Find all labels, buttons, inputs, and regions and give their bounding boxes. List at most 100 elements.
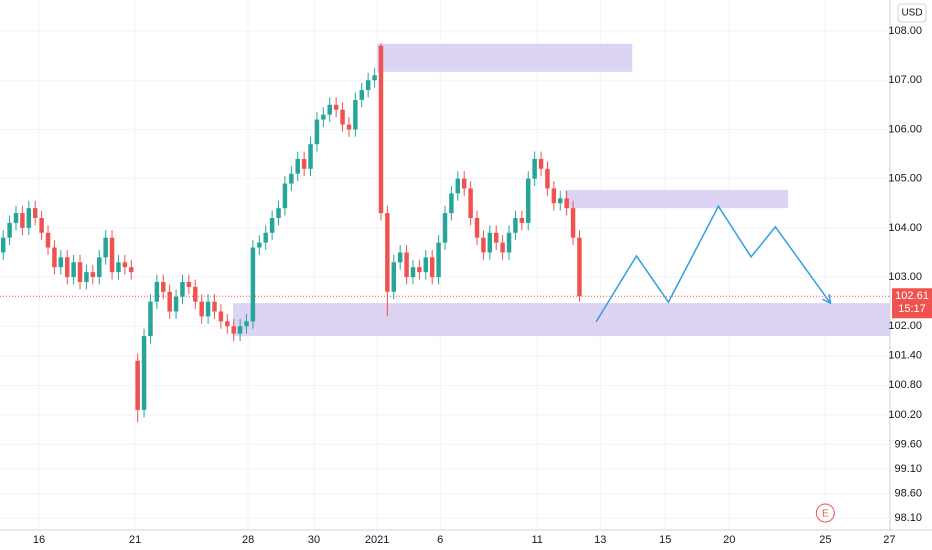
candle-body bbox=[564, 198, 569, 209]
candle-body bbox=[340, 109, 345, 125]
grid bbox=[0, 0, 890, 530]
x-tick-label: 20 bbox=[723, 534, 735, 546]
candle-body bbox=[493, 232, 499, 243]
x-tick-label: 2021 bbox=[365, 534, 389, 546]
last-price-label: 102.61 bbox=[895, 290, 929, 302]
x-tick-label: 6 bbox=[437, 534, 443, 546]
event-label: E bbox=[822, 509, 829, 520]
candle-body bbox=[327, 104, 332, 115]
event-marker[interactable] bbox=[815, 503, 835, 523]
candle-body bbox=[161, 281, 166, 292]
zone bbox=[233, 303, 890, 337]
x-tick-label: 16 bbox=[33, 534, 45, 546]
candle-body bbox=[77, 262, 83, 282]
x-tick-label: 11 bbox=[531, 534, 542, 546]
candle-body bbox=[109, 237, 115, 273]
candle-body bbox=[289, 173, 294, 184]
candle-body bbox=[7, 222, 12, 238]
candle-body bbox=[404, 252, 409, 278]
candle-body bbox=[545, 168, 550, 189]
candle-body bbox=[263, 232, 268, 243]
currency-box[interactable] bbox=[897, 3, 927, 23]
candle-body bbox=[180, 281, 185, 297]
candle-body bbox=[39, 218, 44, 233]
candle-body bbox=[122, 262, 128, 268]
last-price-box bbox=[892, 288, 932, 319]
candle-body bbox=[20, 213, 25, 228]
candles bbox=[0, 43, 582, 423]
candle-body bbox=[58, 257, 64, 268]
projection-arrowhead bbox=[822, 294, 832, 305]
candle-body bbox=[231, 326, 236, 334]
candle-body bbox=[532, 158, 537, 179]
candle-body bbox=[365, 80, 371, 91]
y-tick-label: 100.20 bbox=[888, 409, 922, 421]
candle-body bbox=[449, 193, 454, 214]
candle-body bbox=[71, 262, 76, 278]
candle-body bbox=[551, 188, 557, 204]
candle-body bbox=[282, 183, 288, 209]
y-tick-label: 103.00 bbox=[888, 271, 922, 283]
candle-body bbox=[276, 208, 281, 219]
x-tick-label: 21 bbox=[129, 534, 141, 546]
candle-body bbox=[32, 208, 38, 219]
candle-body bbox=[314, 119, 320, 145]
candle-body bbox=[308, 144, 313, 169]
y-tick-label: 100.80 bbox=[888, 379, 922, 391]
candle-body bbox=[205, 301, 211, 317]
y-tick-label: 99.60 bbox=[894, 438, 922, 450]
y-tick-label: 107.00 bbox=[888, 74, 922, 86]
y-tick-label: 98.10 bbox=[894, 512, 922, 524]
candle-body bbox=[97, 257, 102, 278]
candle-body bbox=[148, 301, 153, 337]
candle-body bbox=[538, 158, 544, 169]
candle-body bbox=[173, 296, 179, 312]
candle-body bbox=[116, 262, 121, 273]
candle-body bbox=[519, 218, 525, 223]
candle-body bbox=[506, 232, 512, 253]
candle-body bbox=[218, 311, 224, 322]
candle-body bbox=[442, 213, 448, 243]
candle-body bbox=[129, 267, 134, 273]
candle-body bbox=[346, 124, 352, 130]
candle-body bbox=[301, 158, 307, 169]
candle-body bbox=[193, 286, 198, 302]
candle-body bbox=[13, 213, 19, 223]
y-tick-label: 98.60 bbox=[894, 487, 922, 499]
zone bbox=[565, 189, 789, 209]
candle-body bbox=[64, 257, 70, 278]
candle-body bbox=[321, 114, 326, 120]
x-tick-label: 25 bbox=[819, 534, 831, 546]
candle-body bbox=[468, 188, 473, 219]
candle-body bbox=[45, 232, 51, 248]
candle-body bbox=[26, 208, 32, 228]
x-tick-label: 27 bbox=[883, 534, 895, 546]
projection-line bbox=[595, 204, 832, 323]
zone bbox=[377, 43, 633, 72]
candle-body bbox=[436, 242, 441, 278]
candle-body bbox=[237, 326, 243, 334]
candle-body bbox=[225, 321, 230, 327]
candle-body bbox=[513, 218, 518, 233]
zones bbox=[233, 43, 890, 337]
candle-body bbox=[135, 360, 140, 410]
candle-body bbox=[353, 99, 358, 130]
y-tick-label: 101.40 bbox=[888, 350, 922, 362]
candle-body bbox=[90, 272, 96, 278]
candle-body bbox=[481, 237, 486, 253]
candle-body bbox=[212, 301, 217, 312]
candle-body bbox=[199, 301, 204, 317]
candle-body bbox=[487, 232, 493, 253]
x-tick-label: 28 bbox=[242, 534, 254, 546]
currency: USD bbox=[901, 8, 922, 19]
candle-body bbox=[359, 90, 365, 100]
candle-body bbox=[577, 237, 582, 297]
candle-body bbox=[141, 336, 147, 410]
x-tick-label: 15 bbox=[659, 534, 671, 546]
y-tick-label: 105.00 bbox=[888, 173, 922, 185]
candle-body bbox=[186, 281, 192, 287]
x-tick-label: 13 bbox=[594, 534, 606, 546]
candle-body bbox=[295, 158, 300, 174]
